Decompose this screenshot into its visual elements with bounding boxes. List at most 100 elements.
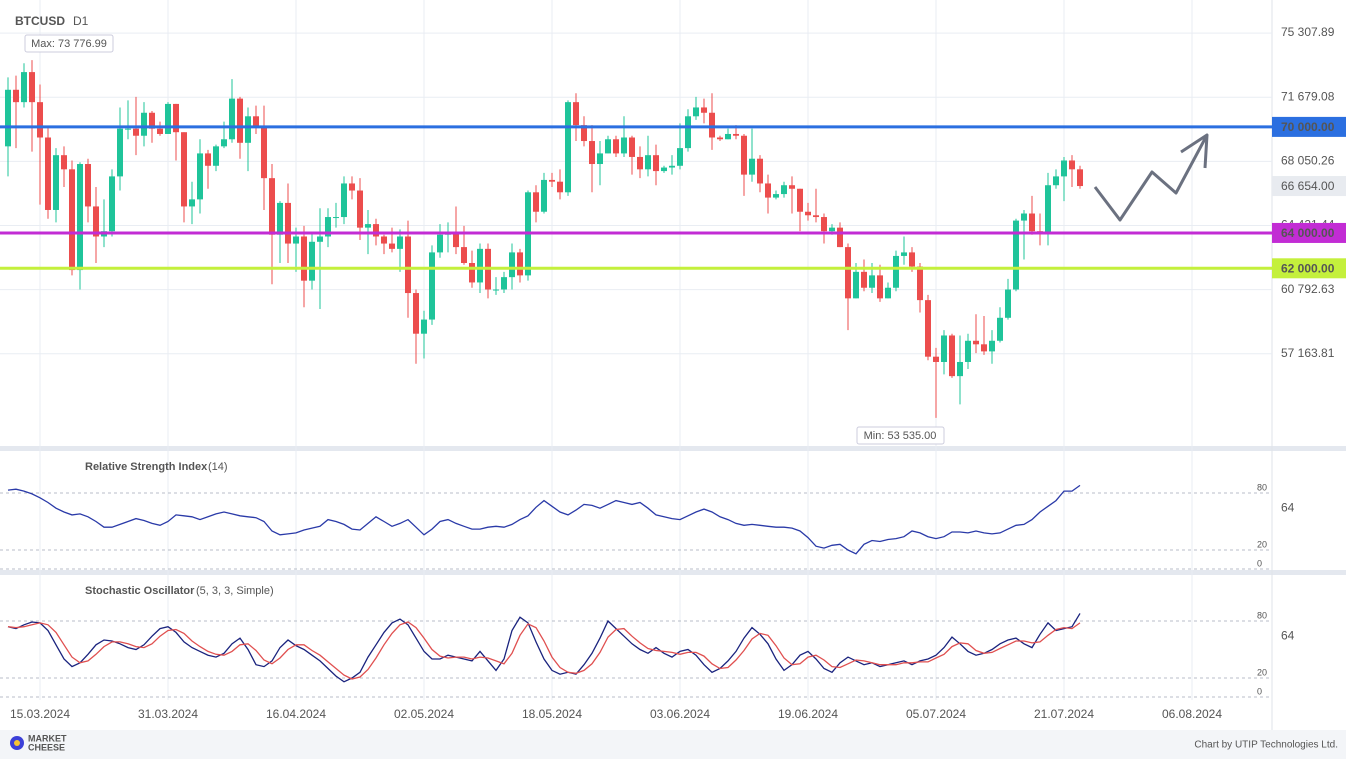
candle-body (1069, 160, 1075, 170)
candle-body (741, 135, 747, 175)
candle-body (573, 102, 579, 126)
candle-body (53, 155, 59, 210)
level-label-box (1272, 116, 1346, 137)
candle-body (205, 153, 211, 166)
candle-body (885, 287, 891, 299)
candle-body (285, 202, 291, 244)
candle-body (949, 335, 955, 377)
candle-body (157, 128, 163, 134)
candle-body (693, 107, 699, 117)
candle-body (117, 128, 123, 177)
candle-body (437, 234, 443, 253)
y-tick-label: 75 307.89 (1281, 25, 1335, 39)
x-tick-label: 05.07.2024 (906, 707, 966, 721)
level-label: 80 (1257, 482, 1267, 492)
candle-body (541, 179, 547, 212)
logo-text: CHEESE (28, 742, 65, 752)
candle-body (229, 98, 235, 140)
candle-body (781, 185, 787, 195)
candle-body (165, 103, 171, 134)
x-tick-label: 19.06.2024 (778, 707, 838, 721)
candle-body (357, 190, 363, 228)
candle-body (821, 217, 827, 232)
annotation-box (24, 34, 114, 53)
candle-body (501, 277, 507, 290)
candle-body (549, 179, 555, 182)
candle-body (349, 183, 355, 191)
candle-body (621, 137, 627, 154)
candle-body (261, 126, 267, 179)
candle-body (1053, 176, 1059, 186)
candle-body (173, 103, 179, 133)
candle-body (469, 263, 475, 283)
logo-text: MARKET (28, 733, 67, 743)
candle-body (477, 248, 483, 283)
candle-body (109, 176, 115, 232)
candle-body (517, 252, 523, 276)
candle-body (589, 141, 595, 165)
candle-body (245, 116, 251, 143)
x-tick-label: 06.08.2024 (1162, 707, 1222, 721)
candle-body (757, 158, 763, 184)
level-label: 0 (1257, 558, 1262, 568)
candle-body (685, 116, 691, 149)
candle-body (797, 188, 803, 212)
candle-body (765, 183, 771, 198)
x-tick-label: 03.06.2024 (650, 707, 710, 721)
candle-body (21, 72, 27, 103)
candle-body (189, 199, 195, 207)
annotation-box (856, 426, 945, 445)
candle-body (69, 169, 75, 271)
candle-body (389, 243, 395, 249)
candle-body (509, 252, 515, 278)
candle-body (461, 247, 467, 264)
candle-body (1045, 185, 1051, 233)
candle-body (133, 128, 139, 136)
candle-body (533, 192, 539, 212)
candle-body (989, 340, 995, 352)
indicator-line (7, 484, 1081, 555)
candle-body (981, 344, 987, 352)
candle-body (1077, 169, 1083, 187)
y-tick-label: 60 792.63 (1281, 282, 1335, 296)
candle-body (381, 236, 387, 244)
candle-body (1005, 289, 1011, 318)
candle-body (613, 139, 619, 154)
candle-body (965, 340, 971, 362)
candle-body (845, 247, 851, 299)
panel-title: Relative Strength Index (85, 461, 208, 473)
arrow-head (1180, 133, 1209, 169)
candle-body (925, 300, 931, 357)
logo-icon (14, 740, 20, 746)
candle-body (861, 271, 867, 288)
candle-body (709, 112, 715, 138)
candle-body (557, 181, 563, 193)
last-price-box (1272, 176, 1346, 197)
candle-body (669, 165, 675, 168)
candle-body (85, 164, 91, 207)
candle-body (317, 236, 323, 242)
annotation: Max: 73 776.99 (31, 38, 107, 50)
candle-body (581, 125, 587, 142)
candle-body (181, 132, 187, 207)
annotation: Min: 53 535.00 (864, 430, 937, 442)
candle-body (773, 194, 779, 198)
candle-body (565, 102, 571, 193)
candle-body (253, 116, 259, 127)
candle-body (597, 153, 603, 165)
candle-body (829, 227, 835, 232)
panel-title: Stochastic Oscillator (85, 585, 195, 597)
candle-body (277, 202, 283, 235)
y-tick-label: 64 (1281, 500, 1295, 514)
candle-body (733, 133, 739, 136)
panel-separator (0, 446, 1346, 451)
candle-body (405, 236, 411, 294)
candle-body (1021, 213, 1027, 221)
candle-body (973, 340, 979, 345)
candle-body (957, 361, 963, 377)
candle-body (93, 206, 99, 237)
candle-body (333, 217, 339, 219)
candle-body (61, 155, 67, 170)
candle-body (853, 271, 859, 299)
